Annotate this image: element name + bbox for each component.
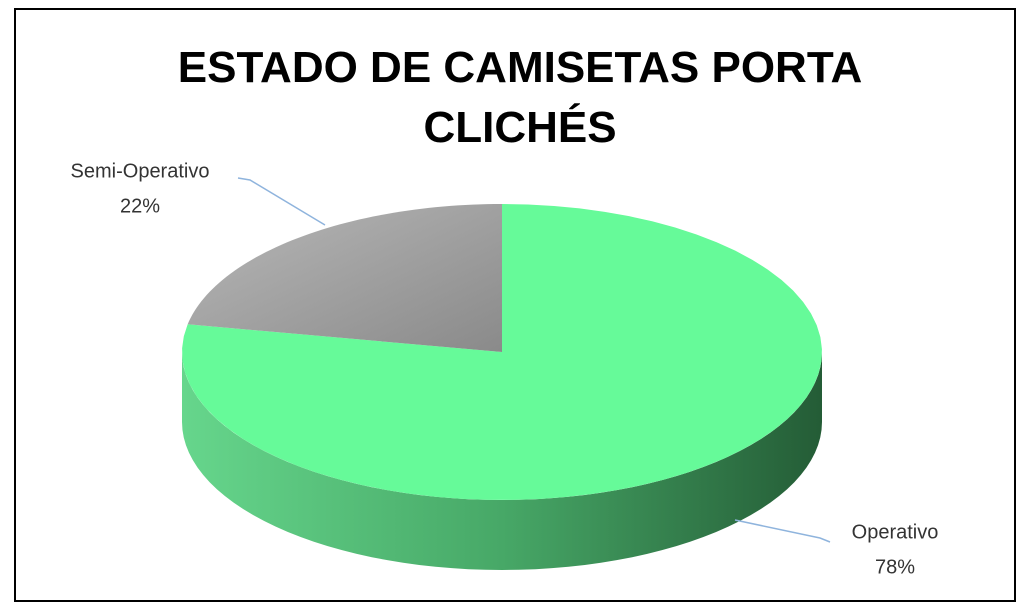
data-label-name: Semi-Operativo [71, 160, 210, 182]
data-label-value: 78% [875, 556, 915, 578]
data-label-value: 22% [120, 195, 160, 217]
leader-line [734, 519, 831, 543]
leader-line [237, 177, 326, 226]
chart-frame [14, 8, 1016, 602]
chart-title: ESTADO DE CAMISETAS PORTA CLICHÉS [177, 43, 863, 152]
data-label-name: Operativo [852, 521, 939, 543]
pie-slice [187, 204, 502, 352]
pie-slice-side [182, 352, 822, 570]
pie-slice [182, 204, 822, 500]
